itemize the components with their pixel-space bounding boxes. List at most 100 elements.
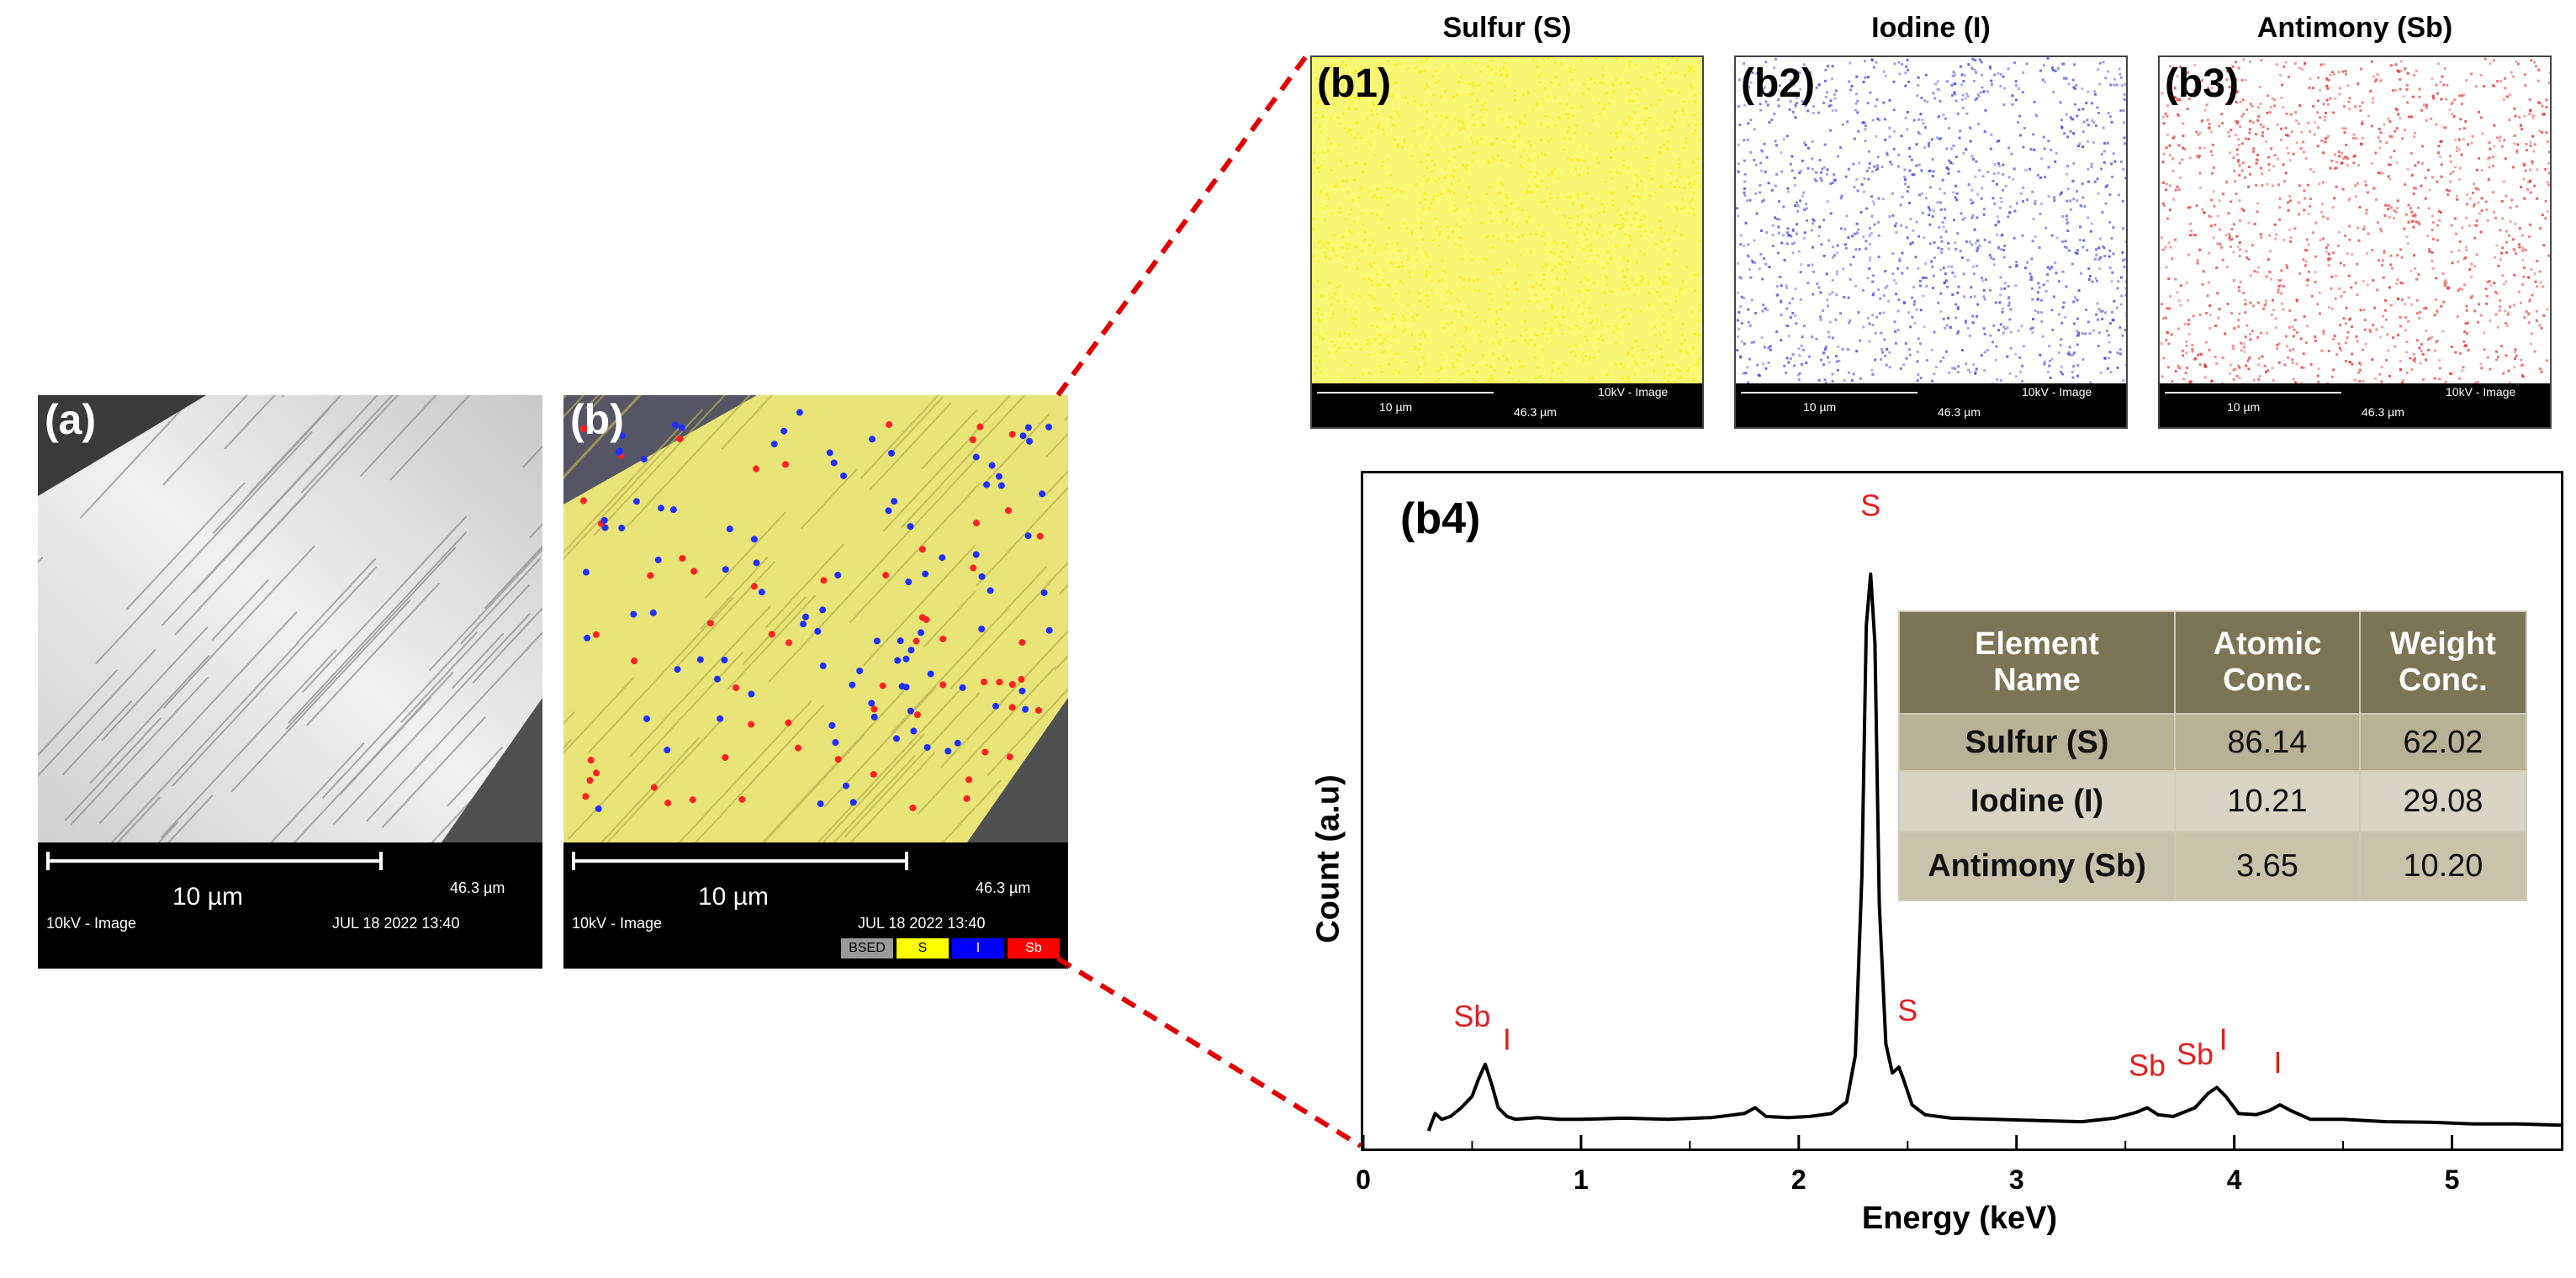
map-pixel xyxy=(2046,57,2050,61)
map-pixel xyxy=(2225,181,2229,184)
map-pixel xyxy=(2487,177,2490,181)
map-pixel xyxy=(1801,100,1804,103)
map-pixel xyxy=(2097,111,2100,114)
map-pixel xyxy=(1849,277,1852,281)
map-pixel xyxy=(1863,121,1866,124)
texture-streak xyxy=(224,395,277,450)
map-pixel xyxy=(2039,69,2043,72)
map-pixel xyxy=(2356,226,2360,230)
map-pixel xyxy=(2540,326,2543,330)
map-pixel xyxy=(1888,126,1891,129)
map-pixel xyxy=(2124,293,2126,297)
map-pixel xyxy=(2414,187,2417,190)
table-cell-element: Iodine (I) xyxy=(1897,770,2177,832)
map-pixel xyxy=(2394,88,2398,92)
map-pixel xyxy=(2083,204,2087,208)
map-pixel xyxy=(1743,191,1746,194)
map-pixel xyxy=(2276,343,2279,346)
map-pixel xyxy=(2504,87,2507,90)
map-pixel xyxy=(1871,280,1875,283)
map-pixel xyxy=(1747,243,1750,246)
map-pixel xyxy=(1827,330,1830,334)
map-pixel xyxy=(1954,155,1958,158)
map-pixel xyxy=(1976,92,1980,96)
map-pixel xyxy=(2230,74,2234,77)
map-pixel xyxy=(2029,167,2032,171)
map-pixel xyxy=(2096,106,2099,109)
map-pixel xyxy=(2186,367,2189,370)
map-pixel xyxy=(2090,166,2093,169)
map-pixel xyxy=(2171,157,2175,161)
map-pixel xyxy=(2389,263,2393,267)
map-pixel xyxy=(2304,341,2308,345)
texture-streak xyxy=(459,557,542,645)
map-pixel xyxy=(1801,335,1804,339)
map-pixel xyxy=(2343,291,2346,294)
map-pixel xyxy=(2242,346,2245,349)
map-pixel xyxy=(2502,180,2505,183)
map-pixel xyxy=(2418,316,2421,320)
map-pixel xyxy=(2316,374,2319,378)
map-pixel xyxy=(1971,201,1975,204)
map-pixel xyxy=(2381,259,2384,262)
map-pixel xyxy=(2380,366,2383,369)
map-pixel xyxy=(2318,312,2321,315)
map-pixel xyxy=(2497,264,2500,267)
map-pixel xyxy=(2066,135,2070,139)
map-pixel xyxy=(1942,267,1945,270)
map-pixel xyxy=(2480,367,2483,370)
map-pixel xyxy=(1736,291,1739,294)
header-line: Conc. xyxy=(2399,663,2488,698)
map-pixel xyxy=(2410,210,2414,214)
map-pixel xyxy=(2201,79,2204,82)
map-pixel xyxy=(2333,166,2336,170)
map-pixel xyxy=(2399,87,2402,91)
map-pixel xyxy=(2177,113,2180,116)
map-pixel xyxy=(1956,232,1960,235)
map-pixel xyxy=(2064,315,2067,319)
map-pixel xyxy=(2470,262,2473,266)
map-pixel xyxy=(1856,99,1859,103)
field-width: 46.3 µm xyxy=(2362,405,2404,419)
map-pixel xyxy=(2396,334,2399,337)
map-pixel xyxy=(1797,378,1801,381)
map-pixel xyxy=(1961,218,1965,221)
map-pixel xyxy=(2121,251,2124,254)
map-pixel xyxy=(1950,265,1954,268)
map-pixel xyxy=(1897,61,1901,64)
map-pixel xyxy=(2031,190,2034,193)
map-pixel xyxy=(2541,104,2544,108)
map-pixel xyxy=(1839,312,1843,315)
map-pixel xyxy=(2291,362,2294,365)
map-pixel xyxy=(2166,331,2170,335)
map-pixel xyxy=(1895,282,1898,285)
map-pixel xyxy=(1789,162,1792,166)
map-pixel xyxy=(1836,368,1839,372)
element-dot xyxy=(796,409,803,416)
map-pixel xyxy=(1853,137,1856,140)
map-pixel xyxy=(2050,234,2054,237)
element-dot xyxy=(679,555,686,562)
map-pixel xyxy=(1932,170,1935,173)
map-pixel xyxy=(1973,295,1976,298)
texture-streak xyxy=(366,631,542,822)
map-pixel xyxy=(1888,366,1891,369)
map-pixel xyxy=(2228,232,2231,235)
map-pixel xyxy=(2218,199,2221,203)
map-pixel xyxy=(2536,168,2539,172)
map-pixel xyxy=(2000,248,2003,251)
map-pixel xyxy=(1826,200,1829,203)
map-pixel xyxy=(1907,68,1910,71)
map-pixel xyxy=(2473,236,2477,240)
map-pixel xyxy=(2344,70,2347,73)
map-pixel xyxy=(2260,331,2263,335)
map-pixel xyxy=(1970,216,1974,219)
texture-streak xyxy=(61,700,133,776)
map-pixel xyxy=(2295,298,2298,301)
map-pixel xyxy=(1751,71,1754,74)
map-pixel xyxy=(2208,326,2212,330)
map-pixel xyxy=(2539,367,2542,371)
element-dot xyxy=(1018,675,1025,683)
map-pixel xyxy=(2538,270,2542,273)
element-dot xyxy=(817,800,824,807)
